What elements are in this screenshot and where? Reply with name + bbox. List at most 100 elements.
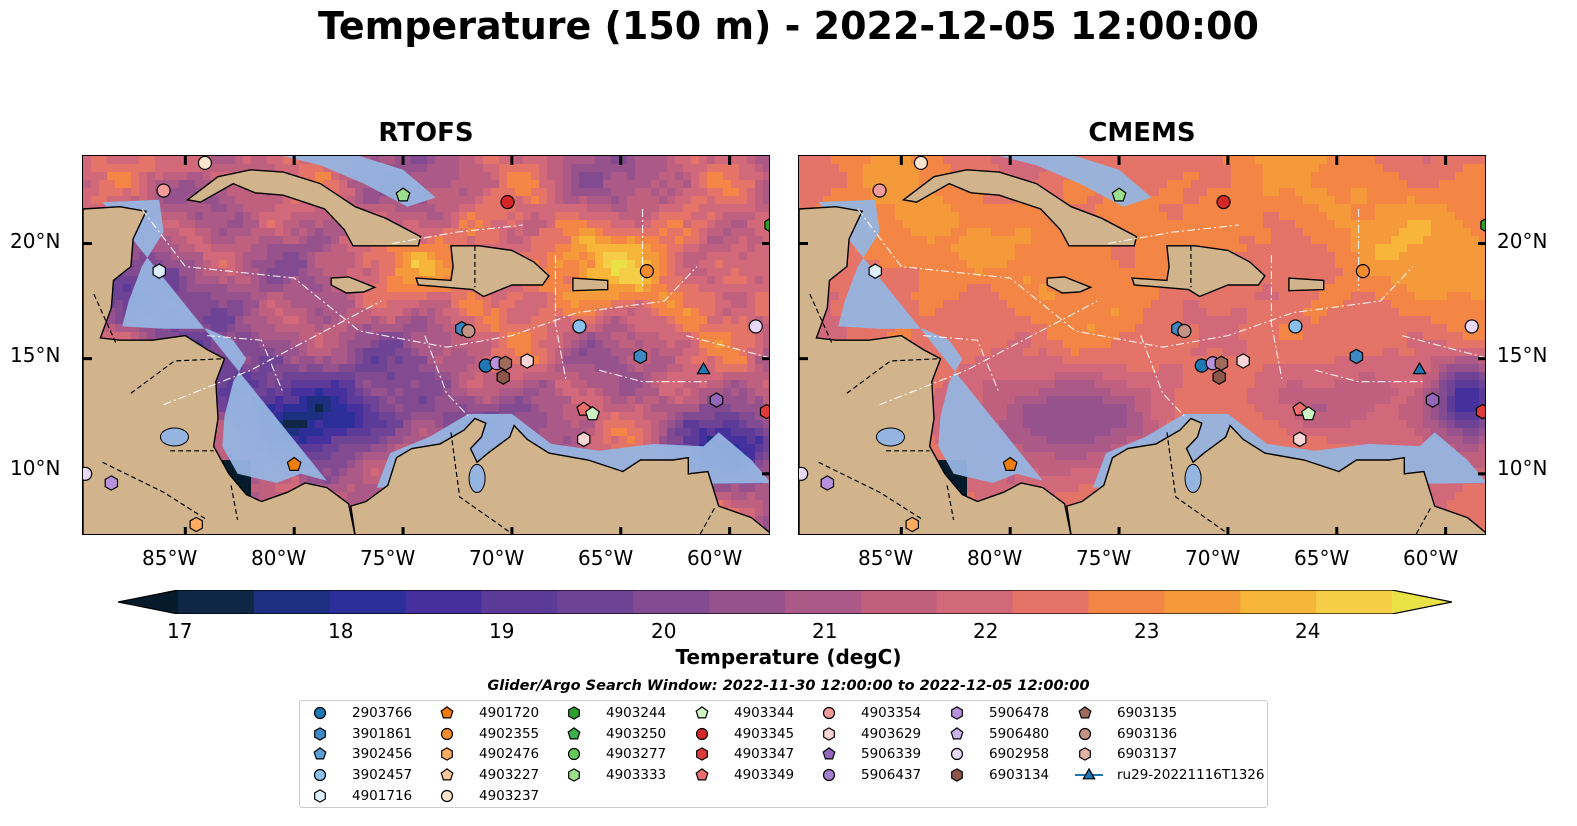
float-marker [189,516,203,533]
colorbar-tick-label: 22 [973,619,999,643]
eez-boundary [1401,335,1485,359]
map-panel-rtofs [82,155,770,535]
lon-tick-label: 85°W [142,546,198,570]
float-marker [584,406,600,421]
float-marker [500,194,515,210]
eez-boundary [163,300,382,406]
colorbar-tick-label: 23 [1134,619,1160,643]
country-border [230,485,239,520]
lon-tick-label: 70°W [1185,546,1241,570]
float-marker [1464,319,1479,334]
float-marker [461,323,476,339]
country-border [809,293,833,343]
land-yucatan [799,205,1072,534]
float-marker [572,319,587,334]
legend-label: 4903629 [861,725,922,742]
legend-label: 6903137 [1117,746,1178,763]
float-marker [197,156,213,171]
land-puertorico [1288,277,1325,292]
country-border [1415,508,1431,534]
lat-tick-label-right: 20°N [1497,229,1548,253]
legend-marker [1082,767,1096,780]
float-marker [1412,361,1427,375]
legend-label: 4901716 [352,787,413,804]
country-border [130,358,225,394]
legend-marker [951,706,963,720]
float-marker [1177,323,1192,339]
eez-boundary [1108,224,1239,245]
country-border [1166,432,1229,534]
eez-boundary [392,224,523,245]
colorbar-segment [860,590,938,614]
legend-label: 4902476 [479,746,540,763]
float-marker [1355,264,1370,279]
eez-boundary [424,335,469,417]
legend-marker [695,727,709,740]
float-marker [913,156,929,171]
legend-label: 5906480 [989,725,1050,742]
colorbar-segment [1012,590,1090,614]
float-marker [639,264,654,279]
eez-boundary [207,335,284,394]
land-southamerica [350,417,769,534]
colorbar-label: Temperature (degC) [675,645,902,669]
legend-label: 4903347 [734,746,795,763]
legend-marker [440,768,454,781]
float-marker [709,392,724,408]
legend-label: 6903135 [1117,705,1178,721]
legend-marker [822,706,836,720]
colorbar-segment [405,590,483,614]
colorbar-segment [1316,590,1393,614]
legend-label: 4903244 [606,705,667,721]
float-marker [820,475,835,491]
legend-marker [696,747,708,762]
lon-tick-label: 70°W [469,546,525,570]
legend-marker [568,706,580,720]
legend-label: 4903349 [734,767,795,784]
float-marker [748,319,763,334]
legend-marker [313,747,327,760]
legend-marker [950,726,964,740]
lon-tick-label: 60°W [1403,546,1459,570]
float-marker [1425,392,1440,408]
colorbar-segment [1240,590,1317,614]
legend-marker [1078,706,1092,719]
lat-tick-label-right: 10°N [1497,456,1548,480]
lon-tick-label: 75°W [1076,546,1132,570]
colorbar-segment [633,590,710,614]
colorbar [118,590,1452,614]
legend-marker [822,747,836,760]
land-jamaica [1046,276,1093,294]
eez-boundary [554,255,567,382]
legend-label: 6903134 [989,767,1050,784]
legend-marker [567,748,581,761]
float-marker [156,183,171,198]
legend-label: 4903227 [479,767,540,784]
land-southamerica [1066,417,1485,534]
legend-label: 3901861 [352,725,413,742]
lat-tick-label-left: 15°N [10,343,61,367]
legend-marker [441,747,453,762]
eez-boundary [685,335,769,359]
legend-label: 4903345 [734,725,795,742]
legend-label: 5906339 [861,746,922,763]
shelf-yuc [102,199,327,484]
legend-marker [314,789,326,803]
float-marker [1349,348,1364,365]
colorbar-extend-low [118,590,178,614]
legend-label: ru29-20221116T1326 [1117,767,1265,784]
legend-marker [822,768,836,782]
map-panel-cmems [798,155,1486,535]
legend-label: 4901720 [479,705,540,721]
legend-label: 6902958 [989,746,1050,763]
float-marker [1111,187,1127,202]
float-marker [759,403,769,420]
colorbar-segment [329,590,407,614]
eez-boundary [1270,255,1283,382]
legend-marker [823,726,835,741]
float-marker [496,369,510,385]
float-marker [872,183,887,198]
float-marker [83,466,93,481]
country-border [699,508,715,534]
float-marker [577,431,591,448]
